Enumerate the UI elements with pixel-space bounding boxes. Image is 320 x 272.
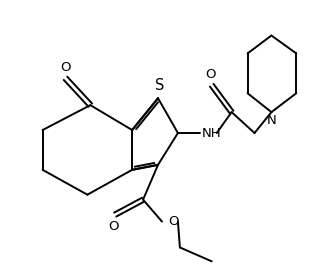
Text: NH: NH	[201, 126, 221, 140]
Text: S: S	[155, 78, 164, 93]
Text: O: O	[108, 220, 119, 233]
Text: N: N	[267, 114, 276, 127]
Text: O: O	[205, 69, 215, 81]
Text: O: O	[60, 61, 71, 73]
Text: O: O	[168, 215, 179, 228]
